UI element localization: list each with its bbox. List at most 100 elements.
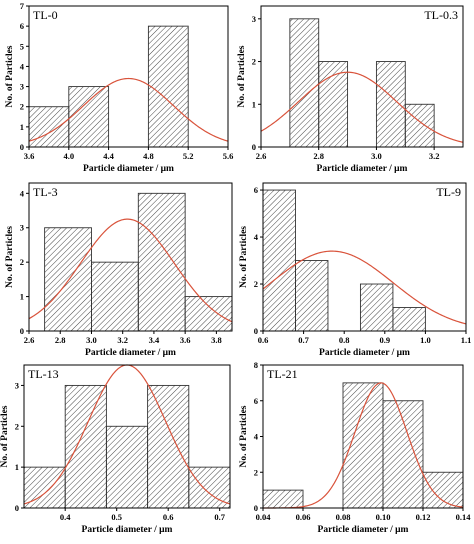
x-tick-label: 2.6	[256, 151, 267, 161]
x-tick-label: 0.7	[214, 512, 225, 522]
x-tick-label: 3.2	[117, 335, 128, 345]
x-axis-title: Particle diameter / μm	[319, 348, 410, 358]
histogram-bar	[318, 61, 349, 148]
y-tick-label: 0	[254, 326, 258, 336]
histogram-bar	[342, 382, 384, 509]
y-tick-label: 3	[20, 82, 24, 92]
histogram-panel-6: 0.04 0.06 0.08 0.10 0.12 0.14 0 2 4 6 8 Particle di…	[239, 360, 471, 535]
panel-label: TL-21	[267, 367, 298, 381]
panel-label: TL-13	[28, 367, 59, 381]
histogram-bar	[147, 384, 190, 509]
histogram-bar	[91, 261, 139, 332]
histogram-bar	[392, 307, 426, 332]
x-tick-label: 0.08	[336, 512, 351, 522]
histogram-bar	[375, 61, 406, 148]
gaussian-fit-curve	[262, 250, 467, 325]
x-tick-label: 5.6	[223, 151, 234, 161]
histogram-bar	[404, 103, 435, 148]
y-axis-title: No. of Particles	[237, 45, 247, 107]
histogram-bar	[359, 283, 394, 332]
y-tick-label: 4	[254, 232, 259, 242]
y-tick-label: 4	[20, 188, 25, 198]
panel-label: TL-0	[33, 8, 58, 22]
histogram-bar	[382, 400, 424, 509]
histogram-bar	[68, 86, 110, 148]
x-tick-label: 3.2	[429, 151, 440, 161]
gaussian-fit-curve	[260, 71, 464, 143]
plot-frame	[28, 182, 233, 332]
x-axis-title: Particle diameter / μm	[82, 525, 173, 535]
histogram-bar	[289, 18, 320, 148]
y-tick-label: 1	[20, 122, 24, 132]
y-tick-label: 8	[254, 360, 258, 370]
y-axis-title: No. of Particles	[0, 405, 10, 467]
x-tick-label: 3.6	[180, 335, 191, 345]
x-tick-label: 0.10	[376, 512, 391, 522]
y-tick-label: 1	[15, 462, 19, 472]
histogram-bar	[262, 189, 296, 332]
gaussian-fit-curve	[28, 77, 229, 142]
y-tick-label: 3	[15, 380, 19, 390]
x-tick-label: 4.8	[143, 151, 154, 161]
y-tick-label: 0	[20, 326, 24, 336]
x-tick-label: 0.8	[339, 335, 350, 345]
gaussian-fit-curve	[28, 218, 233, 323]
panel-label: TL-3	[33, 185, 58, 199]
x-tick-label: 2.8	[313, 151, 324, 161]
y-tick-label: 2	[20, 102, 24, 112]
histogram-bar	[137, 192, 186, 332]
histogram-bar	[295, 260, 329, 332]
x-axis-title: Particle diameter / μm	[85, 348, 176, 358]
histogram-panel-1: 3.6 4.0 4.4 4.8 5.2 5.6 0 1 2 3 4 5 6 7 Particle diame…	[5, 1, 233, 174]
x-tick-label: 3.0	[371, 151, 382, 161]
x-tick-label: 0.4	[60, 512, 71, 522]
y-tick-label: 7	[20, 1, 25, 11]
x-tick-label: 0.9	[379, 335, 390, 345]
gaussian-fit-curve	[262, 382, 464, 509]
x-tick-label: 0.6	[163, 512, 174, 522]
histogram-bar	[105, 425, 149, 509]
plot-frame	[23, 364, 231, 509]
x-axis-title: Particle diameter / μm	[318, 525, 409, 535]
y-tick-label: 2	[15, 421, 19, 431]
x-tick-label: 4.0	[63, 151, 74, 161]
x-axis-title: Particle diameter / μm	[83, 164, 174, 174]
plot-frame	[262, 182, 467, 332]
x-tick-label: 5.2	[183, 151, 194, 161]
plot-frame	[28, 5, 229, 148]
x-tick-label: 2.6	[24, 335, 35, 345]
y-tick-label: 6	[254, 185, 258, 195]
x-axis-title: Particle diameter / μm	[317, 164, 408, 174]
y-tick-label: 0	[254, 503, 258, 513]
x-tick-label: 0.12	[416, 512, 431, 522]
x-tick-label: 2.8	[55, 335, 66, 345]
x-tick-label: 3.6	[24, 151, 35, 161]
y-tick-label: 5	[20, 41, 24, 51]
y-tick-label: 1	[252, 99, 256, 109]
y-axis-title: No. of Particles	[5, 45, 15, 107]
histogram-panel-5: 0.4 0.5 0.6 0.7 0 1 2 3 Particle diameter / μm No…	[0, 364, 231, 535]
y-tick-label: 3	[20, 223, 24, 233]
y-tick-label: 6	[254, 396, 258, 406]
x-tick-label: 0.14	[456, 512, 472, 522]
y-tick-label: 6	[20, 21, 24, 31]
panel-label: TL-0.3	[424, 8, 458, 22]
x-tick-label: 1.1	[461, 335, 472, 345]
x-tick-label: 3.4	[149, 335, 160, 345]
histogram-panel-4: 0.6 0.7 0.8 0.9 1.0 1.1 0 2 4 6 Particle diameter …	[239, 182, 472, 358]
histogram-bar	[262, 489, 304, 509]
x-tick-label: 3.0	[86, 335, 97, 345]
histogram-panel-3: 2.6 2.8 3.0 3.2 3.4 3.6 3.8 0 1 2 3 4 Particle diame…	[5, 182, 233, 358]
y-axis-title: No. of Particles	[239, 226, 249, 288]
x-tick-label: 0.6	[258, 335, 269, 345]
histogram-bar	[28, 106, 70, 148]
y-tick-label: 2	[252, 57, 256, 67]
y-tick-label: 0	[20, 142, 24, 152]
x-tick-label: 0.04	[256, 512, 272, 522]
y-tick-label: 2	[254, 467, 258, 477]
y-tick-label: 0	[252, 142, 256, 152]
y-tick-label: 4	[254, 432, 259, 442]
plot-frame	[260, 5, 464, 148]
x-tick-label: 0.06	[296, 512, 311, 522]
